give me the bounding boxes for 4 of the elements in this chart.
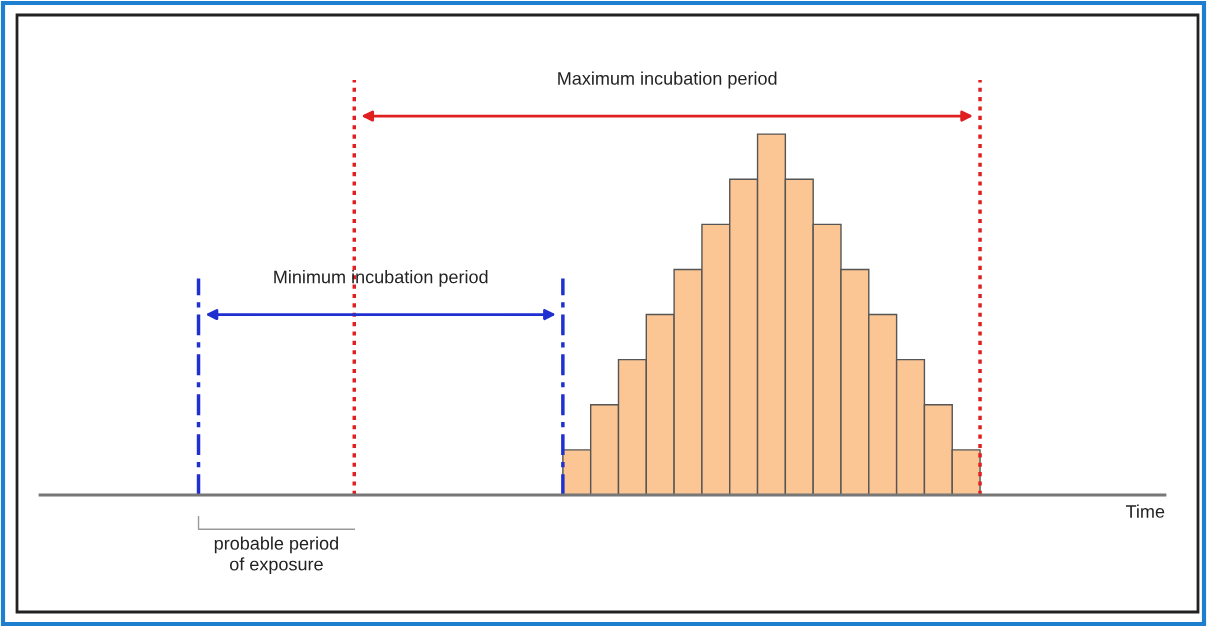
text: Minimum incubation period <box>274 270 488 287</box>
text: probable period of exposure <box>214 536 338 575</box>
text: Time <box>1125 504 1165 518</box>
text: Maximum incubation period <box>558 71 777 89</box>
